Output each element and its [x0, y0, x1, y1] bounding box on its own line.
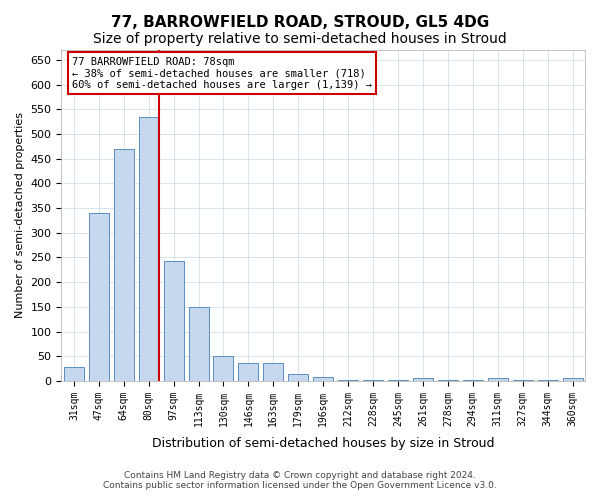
Bar — [64, 367, 84, 381]
Bar — [563, 378, 583, 381]
Y-axis label: Number of semi-detached properties: Number of semi-detached properties — [15, 112, 25, 318]
Bar — [89, 213, 109, 381]
Bar — [164, 261, 184, 381]
Bar — [488, 378, 508, 381]
Bar — [188, 307, 209, 381]
Bar — [338, 380, 358, 381]
X-axis label: Distribution of semi-detached houses by size in Stroud: Distribution of semi-detached houses by … — [152, 437, 494, 450]
Bar — [238, 362, 259, 381]
Text: Contains HM Land Registry data © Crown copyright and database right 2024.
Contai: Contains HM Land Registry data © Crown c… — [103, 470, 497, 490]
Text: Size of property relative to semi-detached houses in Stroud: Size of property relative to semi-detach… — [93, 32, 507, 46]
Text: 77 BARROWFIELD ROAD: 78sqm
← 38% of semi-detached houses are smaller (718)
60% o: 77 BARROWFIELD ROAD: 78sqm ← 38% of semi… — [72, 56, 372, 90]
Bar — [139, 116, 158, 381]
Bar — [114, 149, 134, 381]
Bar — [214, 356, 233, 381]
Bar — [413, 378, 433, 381]
Text: 77, BARROWFIELD ROAD, STROUD, GL5 4DG: 77, BARROWFIELD ROAD, STROUD, GL5 4DG — [111, 15, 489, 30]
Bar — [313, 378, 333, 381]
Bar — [263, 362, 283, 381]
Bar — [288, 374, 308, 381]
